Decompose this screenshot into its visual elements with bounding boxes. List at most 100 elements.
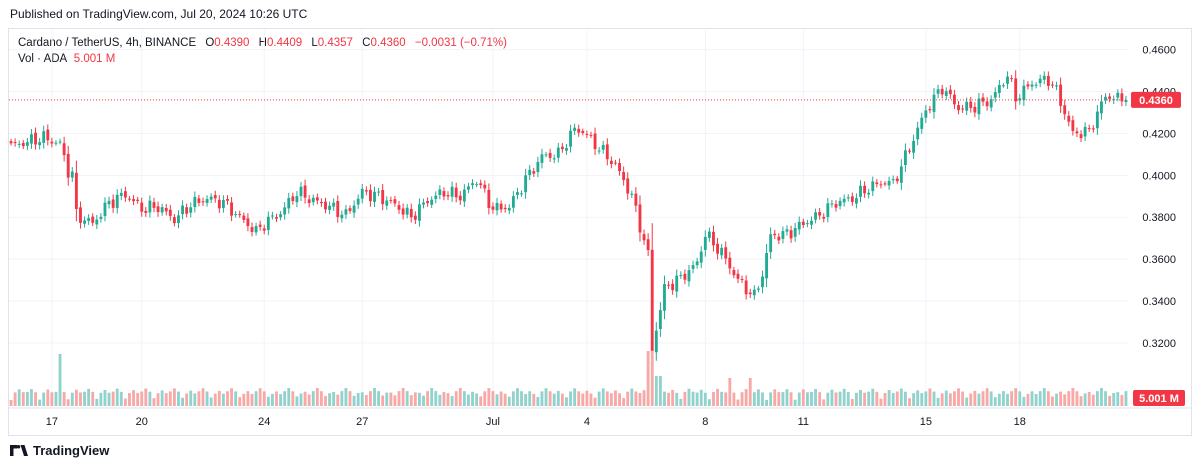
volume-bar <box>140 391 144 406</box>
candle-body <box>275 217 278 219</box>
candle-body <box>822 216 826 219</box>
volume-bar <box>585 390 589 406</box>
volume-bar <box>622 398 626 406</box>
volume-bar <box>516 388 519 406</box>
candle-body <box>842 198 846 203</box>
volume-bar <box>630 388 634 406</box>
volume-bar <box>601 388 605 406</box>
volume-bar <box>230 388 234 406</box>
volume-bar <box>332 391 336 406</box>
candle-body <box>266 216 270 231</box>
candle-body <box>614 162 617 164</box>
volume-bar <box>573 388 577 406</box>
volume-bar <box>291 391 295 406</box>
volume-row: Vol · ADA 5.001 M <box>18 51 507 67</box>
volume-bar <box>311 391 315 406</box>
volume-bar <box>373 388 376 406</box>
symbol-title[interactable]: Cardano / TetherUS, 4h, BINANCE <box>18 37 197 49</box>
candle-body <box>50 141 54 144</box>
candle-body <box>95 219 99 225</box>
candle-body <box>287 198 291 209</box>
volume-bar <box>981 391 985 406</box>
candle-body <box>654 330 658 353</box>
volume-bar <box>99 392 103 406</box>
candle-body <box>230 202 234 216</box>
candle-body <box>622 171 626 181</box>
candle-body <box>630 193 634 195</box>
volume-bar <box>156 393 160 406</box>
volume-bar <box>899 388 903 406</box>
candle-body <box>507 207 511 211</box>
candle-body <box>850 196 854 202</box>
volume-bar <box>340 391 344 406</box>
volume-bar <box>634 391 638 406</box>
volume-bar <box>842 388 846 406</box>
volume-bar <box>479 396 483 406</box>
candle-body <box>136 199 140 201</box>
volume-bar <box>38 399 42 406</box>
candle-body <box>1079 134 1083 139</box>
candle-body <box>548 152 552 158</box>
candle-body <box>434 195 438 199</box>
candle-body <box>891 179 895 181</box>
volume-value: 5.001 M <box>73 53 116 65</box>
candle-body <box>168 209 172 216</box>
volume-bar <box>1038 391 1042 406</box>
candle-body <box>144 210 148 213</box>
volume-bar <box>867 391 871 406</box>
volume-bar <box>597 391 601 406</box>
candle-body <box>814 212 818 220</box>
candle-body <box>413 215 417 220</box>
candle-body <box>185 207 189 214</box>
brand-name[interactable]: TradingView <box>33 443 110 458</box>
candle-body <box>1100 101 1103 114</box>
volume-bar <box>1112 393 1116 406</box>
open-value: 0.4390 <box>214 37 250 49</box>
volume-bar <box>556 390 560 406</box>
candle-body <box>536 161 540 173</box>
candle-body <box>328 205 332 210</box>
volume-bar <box>213 393 217 406</box>
x-tick-label: 18 <box>1014 416 1026 428</box>
candle-body <box>601 144 605 150</box>
y-tick-label: 0.3600 <box>1142 254 1176 266</box>
candle-body <box>66 153 70 178</box>
volume-bar <box>1091 394 1095 406</box>
candle-body <box>479 183 483 186</box>
volume-bar <box>13 392 17 406</box>
candle-body <box>769 234 773 253</box>
candle-body <box>250 227 254 232</box>
candle-body <box>989 99 993 108</box>
volume-bar <box>1079 396 1083 406</box>
candle-body <box>589 134 593 136</box>
candle-body <box>520 193 523 195</box>
volume-bar <box>691 391 695 406</box>
volume-bar <box>152 398 156 406</box>
candle-body <box>552 158 556 160</box>
candle-body <box>46 129 50 141</box>
volume-bar <box>226 391 229 406</box>
volume-bar <box>368 391 372 406</box>
close-label: C <box>362 37 371 49</box>
volume-bar <box>364 395 368 406</box>
candle-body <box>1018 98 1022 101</box>
volume-bar <box>720 391 724 406</box>
candle-body <box>128 198 131 200</box>
ohlc-row: Cardano / TetherUS, 4h, BINANCE O0.4390 … <box>18 35 507 51</box>
candle-body <box>442 191 446 197</box>
low-label: L <box>311 37 318 49</box>
x-tick-label: 11 <box>798 416 809 428</box>
volume-bar <box>34 392 37 406</box>
candle-body <box>977 98 981 115</box>
volume-bar <box>924 391 928 406</box>
candle-body <box>883 183 887 185</box>
volume-bar <box>540 391 544 406</box>
candle-body <box>969 101 973 108</box>
volume-bar <box>422 395 425 406</box>
candle-body <box>928 109 932 111</box>
volume-label[interactable]: Vol · ADA <box>18 53 67 65</box>
candle-body <box>687 270 691 282</box>
candle-body <box>1063 105 1067 115</box>
candle-body <box>503 207 507 210</box>
